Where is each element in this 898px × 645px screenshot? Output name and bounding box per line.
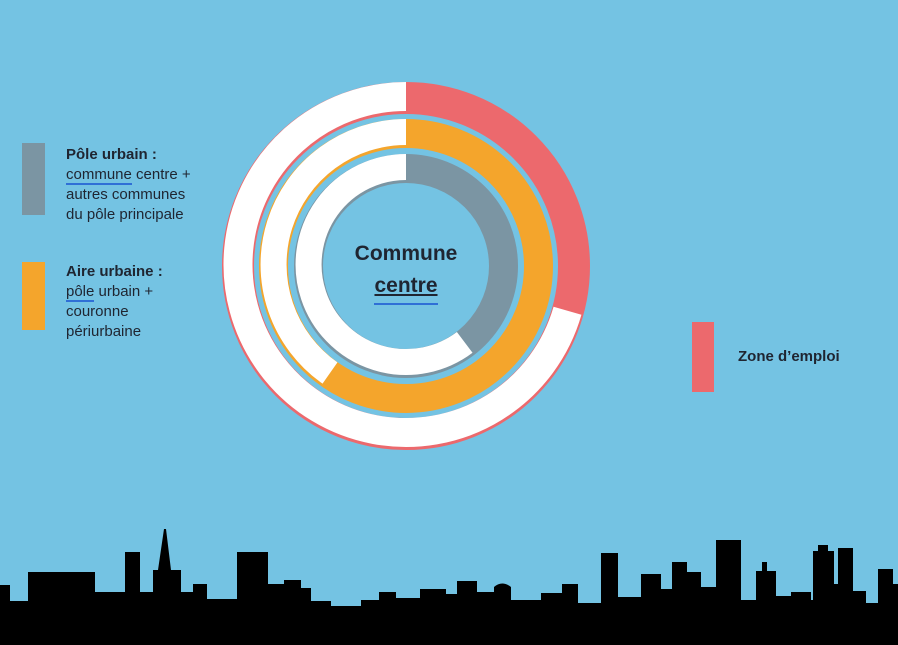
pole-urbain-legend-line2-rest: centre + [131,166,191,183]
ring-aire-urbaine [259,119,553,413]
aire-urbaine-legend-line3: couronne [66,303,129,320]
center-label: Commune centre [306,238,506,305]
zone-emploi-legend-label: Zone d’emploi [738,348,840,365]
aire-urbaine-legend: Aire urbaine : pôle urbain + couronne pé… [66,262,236,342]
zone-emploi-swatch [692,322,714,392]
pole-urbain-legend-line3: autres communes [66,186,186,203]
ring-pole-urbain [294,154,518,378]
pole-urbain-legend-line4: du pôle principale [66,206,184,223]
center-label-line2: centre [374,274,438,297]
center-label-line1: Commune [354,242,458,265]
center-label-line2-underline: centre [374,270,438,305]
aire-urbaine-swatch [22,262,45,330]
aire-urbaine-legend-word-underlined: pôle [66,283,95,302]
pole-urbain-legend-title: Pôle urbain : [66,146,157,163]
aire-urbaine-legend-line2-rest: urbain + [94,283,154,300]
pole-urbain-legend-word-underlined: commune [66,166,132,185]
ring-zone-emploi [222,82,590,450]
aire-urbaine-legend-title: Aire urbaine : [66,263,163,280]
pole-urbain-swatch [22,143,45,215]
city-skyline-silhouette [0,529,898,645]
pole-urbain-legend: Pôle urbain : commune centre + autres co… [66,145,236,225]
aire-urbaine-legend-line4: périurbaine [66,323,142,340]
